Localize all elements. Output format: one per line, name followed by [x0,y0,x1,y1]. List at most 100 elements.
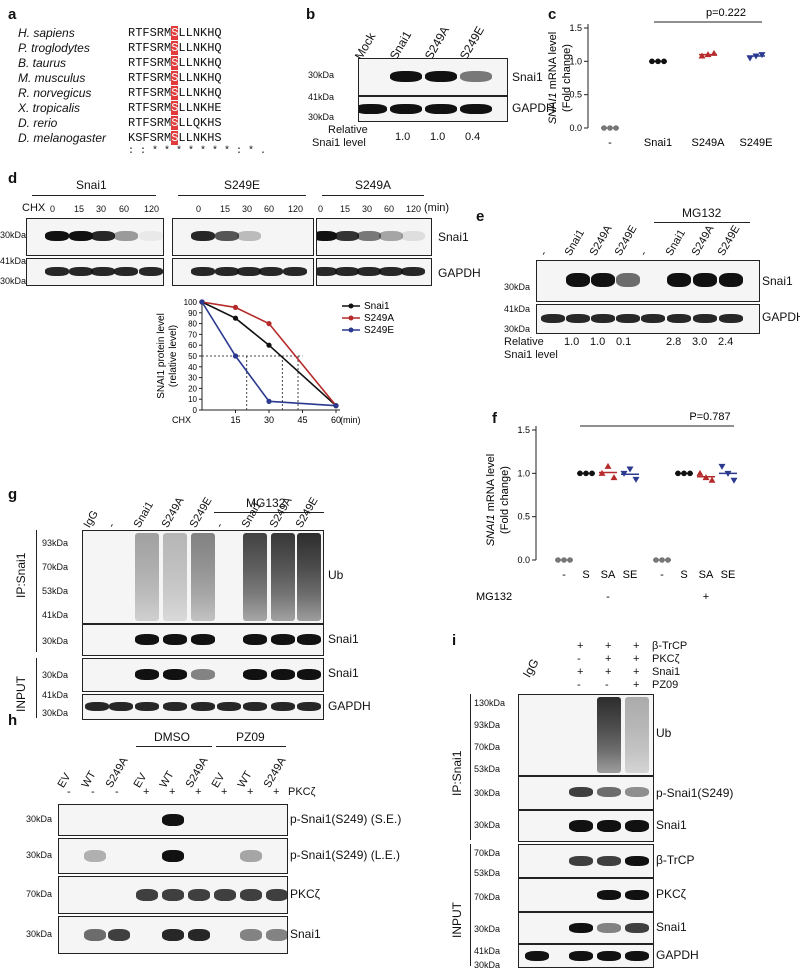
gapdh-band [616,314,640,323]
ub-blot [82,530,324,624]
condition-state: + [633,640,640,652]
species-name: P. troglodytes [18,41,90,55]
sequence-row: RTFSRMSLLQKHS [128,116,222,130]
panel-f-label: f [492,410,497,427]
ip-label: IP:Snai1 [14,552,28,598]
gapdh-band [91,267,115,276]
snai1-band [191,231,215,241]
gapdh-blot [82,694,324,720]
relative-value: 2.4 [718,336,734,348]
pkc-state: - [115,786,119,798]
data-point [610,474,618,481]
panel-d-label: d [8,170,18,187]
data-point [718,463,726,470]
gapdh-band [191,702,215,711]
relative-value: 2.8 [666,336,682,348]
legend-marker [348,315,354,321]
gapdh-band [217,702,241,711]
time-unit: (min) [424,202,450,214]
blot-band [108,929,130,941]
data-point [604,462,612,469]
sequence-row: RTFSRMSLLNKHQ [128,41,222,55]
condition-state: - [577,679,581,691]
panel-h-blot: DMSO PZ09 EV WT S249A EV WT S249A EV WT S249A - - - + +… [0,700,430,967]
pkc-state: + [195,786,202,798]
snai1-band [135,669,159,680]
gapdh-band [401,267,425,276]
mw-marker: 30kDa [26,850,53,860]
sequence-row: RTFSRMSLLNKHQ [128,71,222,85]
y-tick-label: 80 [188,320,197,329]
gapdh-band [297,702,321,711]
timepoint-label: 0 [196,204,202,214]
sequence-pre: RTFSRM [128,116,172,130]
snai1-band [243,634,267,645]
y-axis-label: SNAI1 mRNA level [485,454,497,546]
data-point [655,58,661,65]
gapdh-band [390,104,422,114]
blot-band [569,856,593,866]
highlighted-s249: S [171,41,179,55]
data-point [752,53,760,60]
mw-marker: 70kDa [474,892,501,902]
species-name: B. taurus [18,56,67,70]
data-point [555,557,561,563]
timepoint-label: 0 [318,204,324,214]
blot-band [136,889,158,901]
mw-marker: 130kDa [474,698,506,708]
band-label: p-Snai1(S249) (L.E.) [290,848,401,862]
gene-name: SNAI1 [547,92,559,124]
snai1-band [45,231,69,241]
x-category-label: S249E [739,137,772,149]
highlighted-s249: S [171,26,179,40]
lane-label: S249A [689,223,717,258]
x-axis-label: CHX [172,415,191,425]
gapdh-band [719,314,743,323]
p-snai1-band [625,787,649,797]
data-point [659,557,665,563]
x-category-label: SA [699,569,714,581]
group-label: S249E [224,178,261,192]
timepoint-label: 60 [384,204,395,214]
highlighted-s249: S [171,71,179,85]
mw-marker: 30kDa [474,924,501,934]
lane-label: Snai1 [239,499,265,530]
lane-label: S249A [183,755,211,790]
gapdh-band [85,702,109,711]
gapdh-band [460,104,492,114]
lane-label: WT [79,769,99,790]
lane-label: - [537,248,550,258]
treatment-state: - [606,591,610,603]
mw-marker: 30kDa [308,112,335,122]
y-tick-label: 1.5 [517,425,530,435]
group-underline [322,195,424,196]
snai1-band [191,634,215,645]
data-point [708,476,716,483]
y-tick-label: 0.0 [517,555,530,565]
pkc-blot [58,876,288,914]
snai1-band [139,231,163,241]
igg-label: IgG [519,656,542,680]
blot-band [240,850,262,862]
group-label: DMSO [154,730,190,744]
snai1-band [625,820,649,832]
species-name: X. tropicalis [18,101,81,115]
snai1-band [591,273,615,287]
pkc-row-label: PKCζ [288,786,316,798]
input-label: INPUT [450,902,464,938]
species-name: D. rerio [18,116,58,130]
x-axis-unit: (min) [340,415,361,425]
highlighted-s249: S [171,101,179,115]
ub-smear [297,533,321,621]
x-category-label: - [660,569,664,581]
data-point [696,469,704,476]
blot-band [625,856,649,866]
series-line [201,301,337,407]
y-label-rest: mRNA level [485,454,497,515]
panel-f-chart: 0.0 0.5 1.0 1.5 - S SA SE - S SA SE MG132 - + P=0.787 SN… [476,411,738,603]
sequence-post: LLNKHQ [178,71,222,85]
band-label: p-Snai1(S249) (S.E.) [290,812,402,826]
x-category-label: S [680,569,687,581]
band-label: PKCζ [656,887,686,901]
